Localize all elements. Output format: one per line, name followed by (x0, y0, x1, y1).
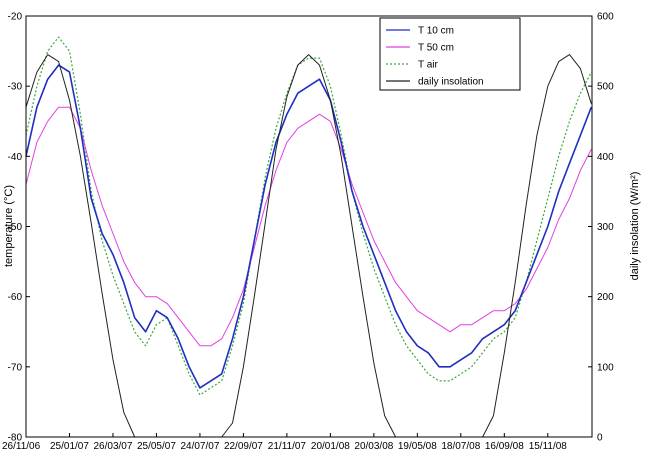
y-left-tick-label: -20 (8, 12, 23, 23)
y-left-tick-label: -80 (8, 433, 23, 444)
legend-label: daily insolation (418, 77, 484, 88)
series-line-t-10-cm (25, 64, 593, 389)
x-tick-label: 16/09/08 (485, 441, 524, 452)
y-left-tick-label: -70 (8, 362, 23, 373)
x-tick-label: 20/03/08 (354, 441, 393, 452)
y-right-tick-label: 0 (597, 433, 603, 444)
x-tick-label: 22/09/07 (224, 441, 263, 452)
y-right-tick-label: 100 (597, 362, 614, 373)
series-layer (25, 36, 593, 438)
x-tick-label: 20/01/08 (311, 441, 350, 452)
series-line-t-50-cm (25, 106, 592, 347)
y-right-tick-label: 300 (597, 222, 614, 233)
legend-items: T 10 cm T 50 cm T air daily insolation (386, 26, 484, 88)
y-left-tick-label: -30 (8, 82, 23, 93)
x-tick-label: 19/05/08 (398, 441, 437, 452)
legend-label: T 50 cm (418, 43, 454, 54)
x-tick-label: 25/05/07 (137, 441, 176, 452)
y-axis-right-title: daily insolation (W/m²) (629, 172, 641, 281)
x-tick-label: 15/11/08 (529, 441, 568, 452)
x-tick-label: 24/07/07 (180, 441, 219, 452)
x-tick-label: 25/01/07 (50, 441, 89, 452)
y-right-tick-label: 500 (597, 82, 614, 93)
y-left-tick-label: -60 (8, 292, 23, 303)
x-tick-label: 18/07/08 (441, 441, 480, 452)
x-tick-label: 26/03/07 (93, 441, 132, 452)
ticks-layer: -80 -70 -60 -50 -40 -30 -20 0 100 200 300 400 500 600… (2, 12, 614, 453)
y-left-tick-label: -40 (8, 152, 23, 163)
legend-label: T 10 cm (418, 26, 454, 37)
legend: T 10 cm T 50 cm T air daily insolation (379, 17, 521, 91)
y-right-tick-label: 400 (597, 152, 614, 163)
x-tick-label: 26/11/06 (2, 441, 41, 452)
series-line-daily-insolation (25, 54, 592, 438)
y-right-tick-label: 600 (597, 12, 614, 23)
y-axis-left-title: temperature (°C) (3, 185, 15, 267)
x-tick-label: 21/11/07 (268, 441, 307, 452)
y-left-tick-label: -50 (8, 222, 23, 233)
y-right-tick-label: 200 (597, 292, 614, 303)
legend-label: T air (418, 60, 438, 71)
